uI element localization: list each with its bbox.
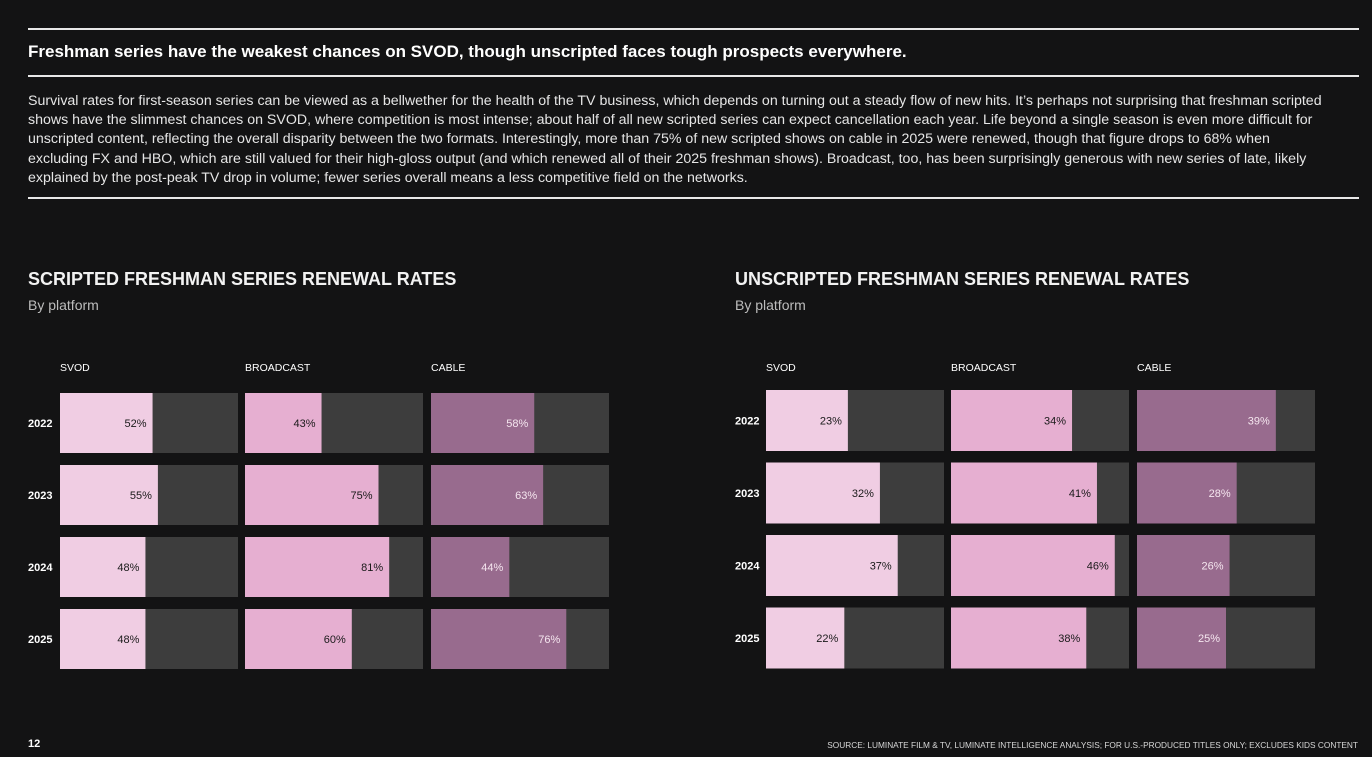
scripted-broadcast-label-2023: 75% bbox=[350, 490, 372, 502]
unscripted-broadcast-label-2023: 41% bbox=[1069, 488, 1091, 500]
unscripted-broadcast-label-2024: 46% bbox=[1087, 561, 1109, 573]
unscripted-svod-bar-2023 bbox=[766, 462, 880, 524]
unscripted-year-2024: 2024 bbox=[735, 561, 760, 573]
scripted-broadcast-bar-2023 bbox=[245, 465, 379, 525]
unscripted-cable-bar-2024 bbox=[1137, 535, 1230, 596]
unscripted-cable-label-2025: 25% bbox=[1198, 633, 1220, 645]
scripted-cable-label-2025: 76% bbox=[538, 634, 560, 646]
scripted-year-2024: 2024 bbox=[28, 562, 53, 574]
unscripted-svod-label-2023: 32% bbox=[852, 488, 874, 500]
headline: Freshman series have the weakest chances… bbox=[28, 42, 907, 61]
unscripted-chart-subtitle: By platform bbox=[735, 297, 806, 313]
scripted-cable-label-2024: 44% bbox=[481, 562, 503, 574]
scripted-broadcast-header: BROADCAST bbox=[245, 362, 311, 374]
unscripted-broadcast-label-2022: 34% bbox=[1044, 416, 1066, 428]
scripted-chart-title: SCRIPTED FRESHMAN SERIES RENEWAL RATES bbox=[28, 269, 457, 289]
source-note: SOURCE: LUMINATE FILM & TV, LUMINATE INT… bbox=[827, 740, 1358, 750]
unscripted-cable-header: CABLE bbox=[1137, 362, 1171, 374]
scripted-svod-label-2024: 48% bbox=[117, 562, 139, 574]
scripted-cable-header: CABLE bbox=[431, 362, 465, 374]
page-number: 12 bbox=[28, 738, 41, 750]
intro-rule bbox=[28, 197, 1359, 199]
headline-rule bbox=[28, 75, 1359, 77]
unscripted-cable-label-2022: 39% bbox=[1248, 416, 1270, 428]
unscripted-cable-label-2023: 28% bbox=[1209, 488, 1231, 500]
scripted-broadcast-label-2024: 81% bbox=[361, 562, 383, 574]
unscripted-svod-label-2025: 22% bbox=[816, 633, 838, 645]
scripted-svod-header: SVOD bbox=[60, 362, 90, 374]
unscripted-svod-bar-2024 bbox=[766, 535, 898, 596]
scripted-year-2023: 2023 bbox=[28, 490, 52, 502]
unscripted-cable-bar-2022 bbox=[1137, 390, 1276, 451]
scripted-cable-bar-2024 bbox=[431, 537, 510, 597]
unscripted-broadcast-header: BROADCAST bbox=[951, 362, 1017, 374]
scripted-year-2022: 2022 bbox=[28, 418, 52, 430]
scripted-year-2025: 2025 bbox=[28, 634, 52, 646]
scripted-svod-label-2022: 52% bbox=[125, 418, 147, 430]
unscripted-cable-bar-2023 bbox=[1137, 462, 1237, 524]
scripted-svod-label-2025: 48% bbox=[117, 634, 139, 646]
unscripted-svod-label-2022: 23% bbox=[820, 416, 842, 428]
scripted-cable-bar-2023 bbox=[431, 465, 544, 525]
unscripted-chart-title: UNSCRIPTED FRESHMAN SERIES RENEWAL RATES bbox=[735, 269, 1190, 289]
unscripted-broadcast-bar-2022 bbox=[951, 390, 1073, 451]
unscripted-year-2022: 2022 bbox=[735, 416, 759, 428]
unscripted-svod-bar-2022 bbox=[766, 390, 848, 451]
unscripted-year-2025: 2025 bbox=[735, 633, 759, 645]
top-rule bbox=[28, 28, 1359, 30]
scripted-cable-label-2023: 63% bbox=[515, 490, 537, 502]
unscripted-cable-bar-2025 bbox=[1137, 607, 1226, 669]
scripted-broadcast-bar-2022 bbox=[245, 393, 322, 453]
scripted-broadcast-bar-2024 bbox=[245, 537, 390, 597]
scripted-cable-label-2022: 58% bbox=[506, 418, 528, 430]
scripted-broadcast-label-2025: 60% bbox=[324, 634, 346, 646]
unscripted-broadcast-bar-2023 bbox=[951, 462, 1097, 524]
intro-paragraph: Survival rates for first-season series c… bbox=[28, 93, 1322, 186]
unscripted-broadcast-bar-2024 bbox=[951, 535, 1115, 596]
unscripted-svod-bar-2025 bbox=[766, 607, 845, 669]
unscripted-svod-header: SVOD bbox=[766, 362, 796, 374]
unscripted-svod-label-2024: 37% bbox=[870, 561, 892, 573]
scripted-cable-bar-2022 bbox=[431, 393, 535, 453]
scripted-svod-bar-2024 bbox=[60, 537, 146, 597]
unscripted-year-2023: 2023 bbox=[735, 488, 759, 500]
scripted-svod-bar-2023 bbox=[60, 465, 158, 525]
scripted-svod-label-2023: 55% bbox=[130, 490, 152, 502]
unscripted-cable-label-2024: 26% bbox=[1202, 561, 1224, 573]
unscripted-broadcast-label-2025: 38% bbox=[1058, 633, 1080, 645]
scripted-chart-subtitle: By platform bbox=[28, 297, 99, 313]
scripted-svod-bar-2022 bbox=[60, 393, 153, 453]
scripted-broadcast-label-2022: 43% bbox=[294, 418, 316, 430]
scripted-broadcast-bar-2025 bbox=[245, 609, 352, 669]
scripted-svod-bar-2025 bbox=[60, 609, 146, 669]
unscripted-broadcast-bar-2025 bbox=[951, 607, 1087, 669]
scripted-cable-bar-2025 bbox=[431, 609, 567, 669]
